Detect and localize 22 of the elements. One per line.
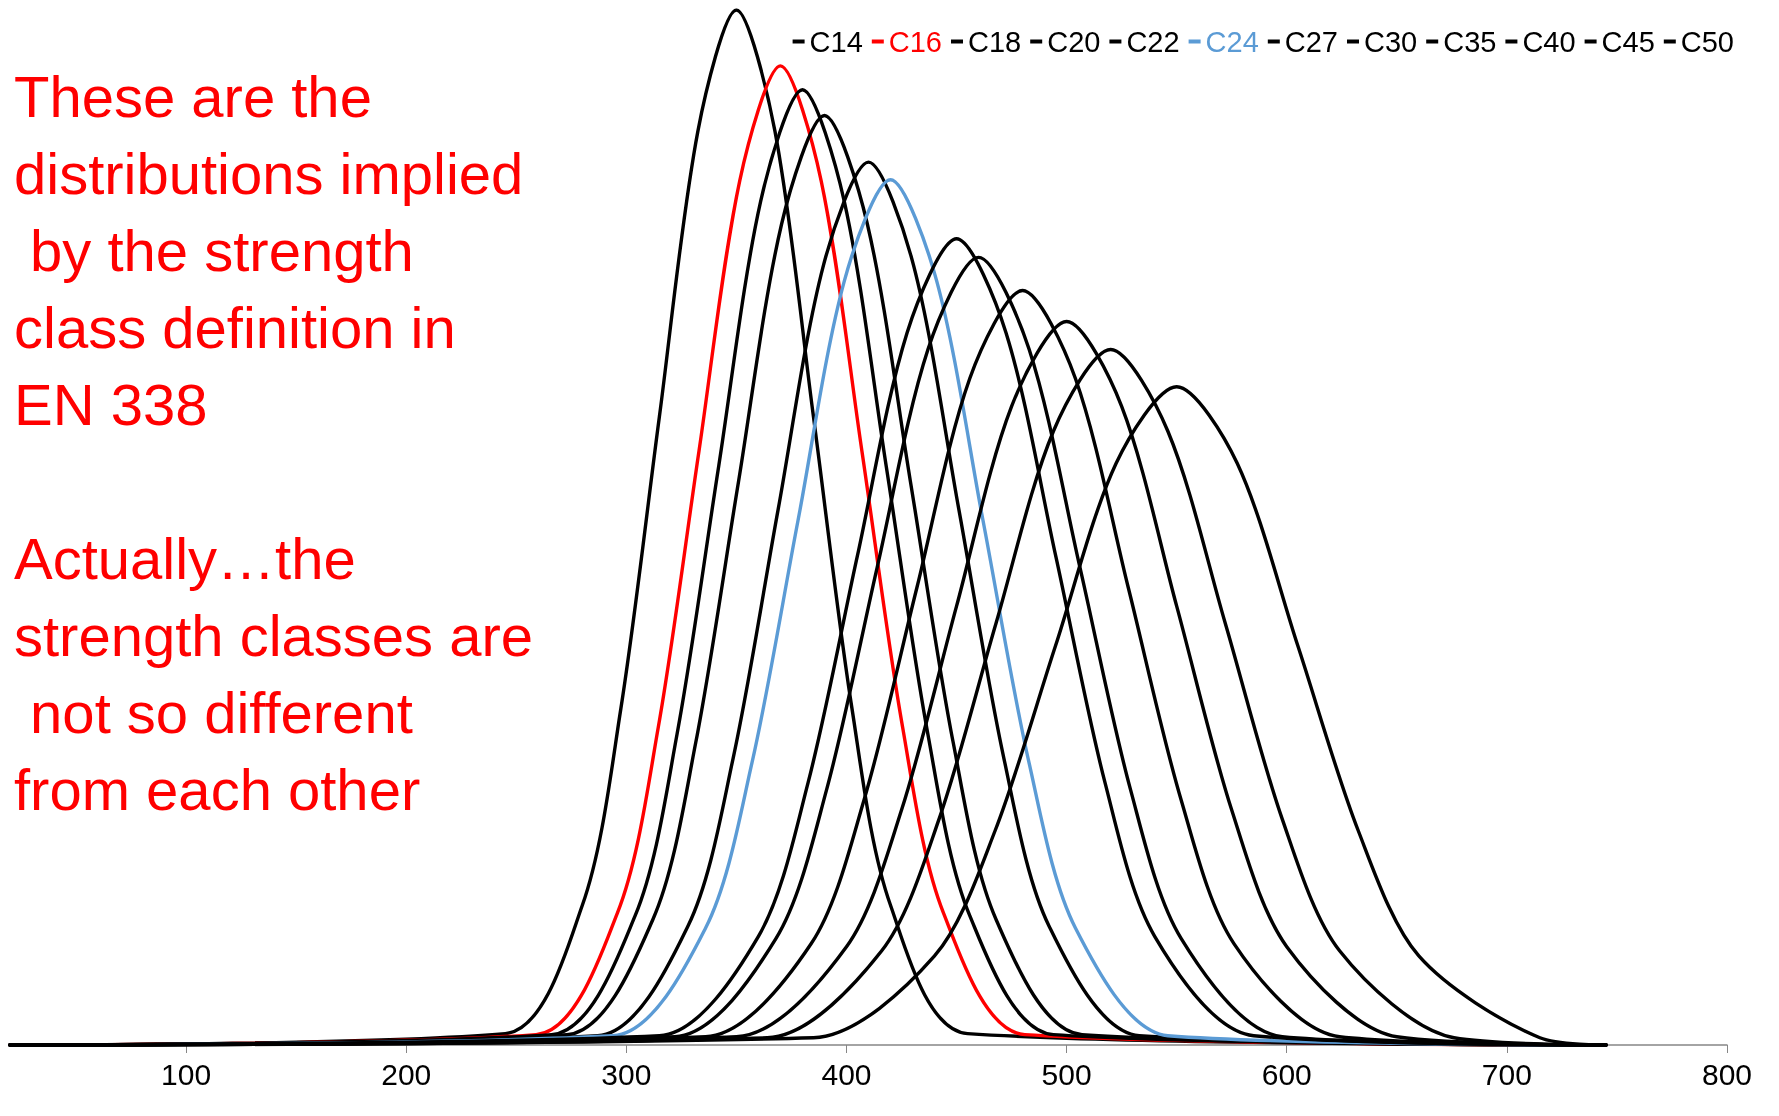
annotation: These are the distributions implied by the strength class definition in EN 338: [14, 64, 524, 437]
x-tick-label: 400: [821, 1057, 872, 1091]
legend-label: C24: [1205, 25, 1259, 58]
legend-label: C22: [1126, 25, 1180, 58]
x-tick-label: 700: [1481, 1057, 1532, 1091]
legend-label: C45: [1601, 25, 1655, 58]
legend-label: C20: [1047, 25, 1101, 58]
legend-label: C35: [1443, 25, 1497, 58]
legend-label: C40: [1522, 25, 1576, 58]
x-tick-label: 600: [1261, 1057, 1312, 1091]
x-tick-label: 500: [1041, 1057, 1092, 1091]
legend-label: C18: [968, 25, 1022, 58]
legend-label: C50: [1680, 25, 1734, 58]
legend-label: C16: [888, 25, 943, 58]
legend-label: C30: [1364, 25, 1418, 58]
x-tick-label: 300: [601, 1057, 652, 1091]
legend-label: C27: [1284, 25, 1338, 58]
legend-label: C14: [809, 25, 863, 58]
x-tick-label: 800: [1701, 1057, 1753, 1091]
x-tick-label: 100: [161, 1057, 212, 1091]
annotation: Actually…the strength classes are not so different from each other: [14, 526, 534, 822]
x-tick-label: 200: [381, 1057, 432, 1091]
